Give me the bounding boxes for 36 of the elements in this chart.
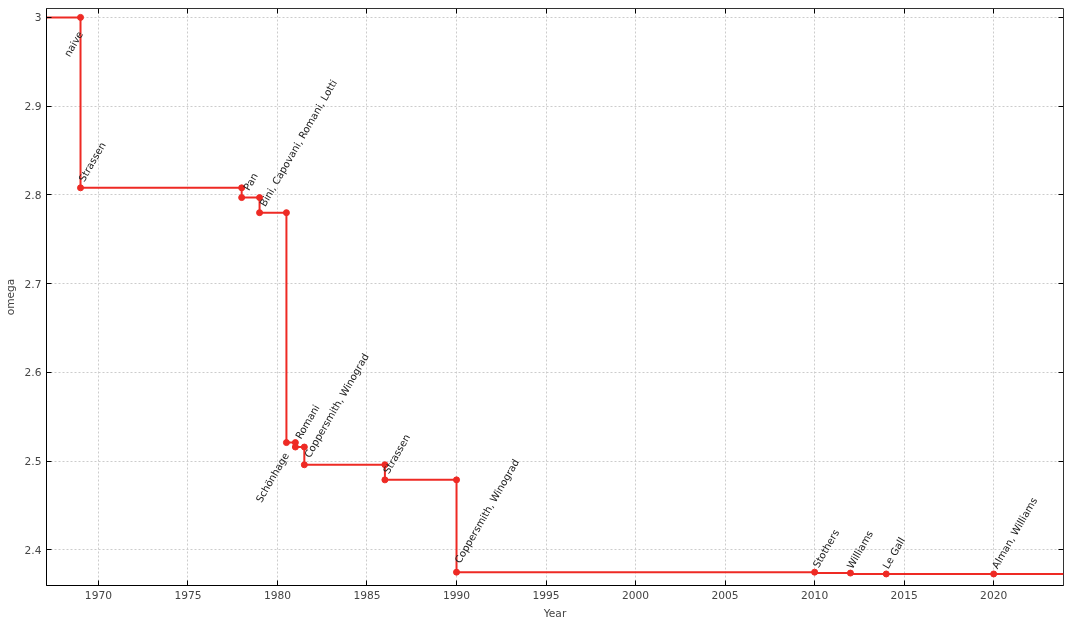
annotation: Pan (241, 171, 260, 193)
y-axis-title: omega (3, 278, 17, 316)
x-tick-label: 2000 (622, 588, 650, 602)
x-tick-label: 1975 (174, 588, 202, 602)
y-tick-label: 2.7 (24, 277, 42, 291)
point (990, 570, 998, 578)
point (300, 461, 308, 469)
x-tick-label: 1990 (442, 588, 471, 602)
x-tick-label: 1985 (353, 588, 381, 602)
point (77, 184, 85, 192)
point (238, 194, 246, 202)
y-tick-label: 2.9 (24, 100, 42, 114)
x-tick-label: 2005 (711, 588, 739, 602)
x-axis-title: Year (542, 606, 567, 620)
point (453, 476, 461, 484)
y-tick-label: 2.6 (24, 366, 42, 380)
point (381, 476, 389, 484)
x-tick-label: 1980 (263, 588, 292, 602)
y-tick-label: 3 (34, 11, 42, 25)
x-tick-label: 1995 (532, 588, 560, 602)
point (846, 569, 854, 577)
y-tick-label: 2.5 (24, 455, 42, 469)
point (811, 568, 819, 576)
x-tick-label: 2020 (980, 588, 1008, 602)
x-tick-label: 2015 (890, 588, 918, 602)
y-tick-label: 2.8 (24, 188, 42, 202)
x-tick-label: 2010 (801, 588, 829, 602)
point (882, 570, 890, 578)
point (256, 209, 264, 217)
point (282, 209, 290, 217)
point (453, 568, 461, 576)
point (77, 13, 85, 21)
point (282, 439, 290, 447)
point (291, 443, 299, 451)
y-tick-label: 2.4 (24, 543, 42, 557)
x-tick-label: 1970 (84, 588, 113, 602)
